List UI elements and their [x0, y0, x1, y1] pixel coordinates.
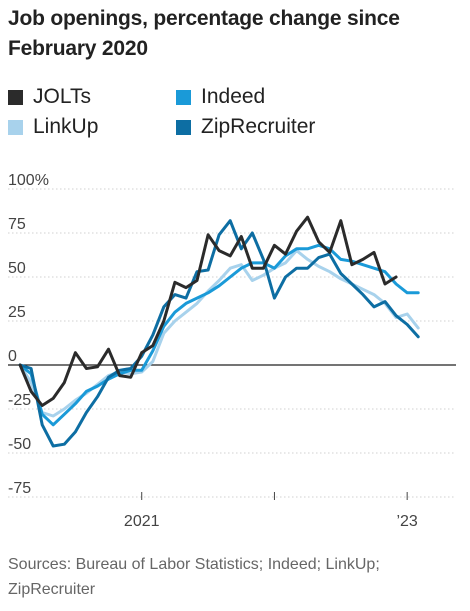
legend-label-ziprecruiter: ZipRecruiter	[201, 115, 316, 138]
legend-swatch-linkup	[8, 119, 23, 135]
x-tick-label: ’23	[396, 513, 417, 530]
legend-item-jolts: JOLTs	[8, 82, 91, 112]
series-line-indeed	[18, 243, 420, 427]
x-axis: 2021 ’23	[124, 492, 418, 530]
series-lines	[18, 215, 420, 448]
chart-title: Job openings, percentage change since Fe…	[8, 7, 400, 60]
legend-label-linkup: LinkUp	[33, 115, 99, 138]
y-tick-label: 50	[8, 260, 26, 277]
y-tick-label: -50	[8, 436, 31, 453]
legend-item-linkup: LinkUp	[8, 112, 98, 142]
series-line-ziprecruiter	[18, 219, 420, 448]
x-tick-label: 2021	[124, 513, 160, 530]
legend: JOLTs Indeed LinkUp ZipRecruiter	[8, 82, 448, 142]
series-line-linkup	[18, 249, 420, 418]
legend-swatch-indeed	[176, 89, 191, 105]
legend-label-indeed: Indeed	[201, 85, 266, 108]
y-tick-label: 75	[8, 216, 26, 233]
source-note: Sources: Bureau of Labor Statistics; Ind…	[8, 556, 380, 598]
legend-item-ziprecruiter: ZipRecruiter	[176, 112, 315, 142]
series-line-jolts	[18, 215, 398, 407]
legend-swatch-jolts	[8, 89, 23, 105]
legend-item-indeed: Indeed	[176, 82, 265, 112]
y-tick-label: 25	[8, 304, 26, 321]
legend-label-jolts: JOLTs	[33, 85, 91, 108]
y-tick-label: 0	[8, 348, 17, 365]
y-tick-label: -25	[8, 392, 31, 409]
grid-lines	[8, 188, 456, 498]
line-chart: 100% 75 50 25 0 -25 -50 -75 2021 ’23	[8, 172, 456, 530]
y-tick-label: 100%	[8, 172, 49, 189]
legend-swatch-ziprecruiter	[176, 119, 191, 135]
y-axis-labels: 100% 75 50 25 0 -25 -50 -75	[8, 172, 49, 497]
y-tick-label: -75	[8, 480, 31, 497]
